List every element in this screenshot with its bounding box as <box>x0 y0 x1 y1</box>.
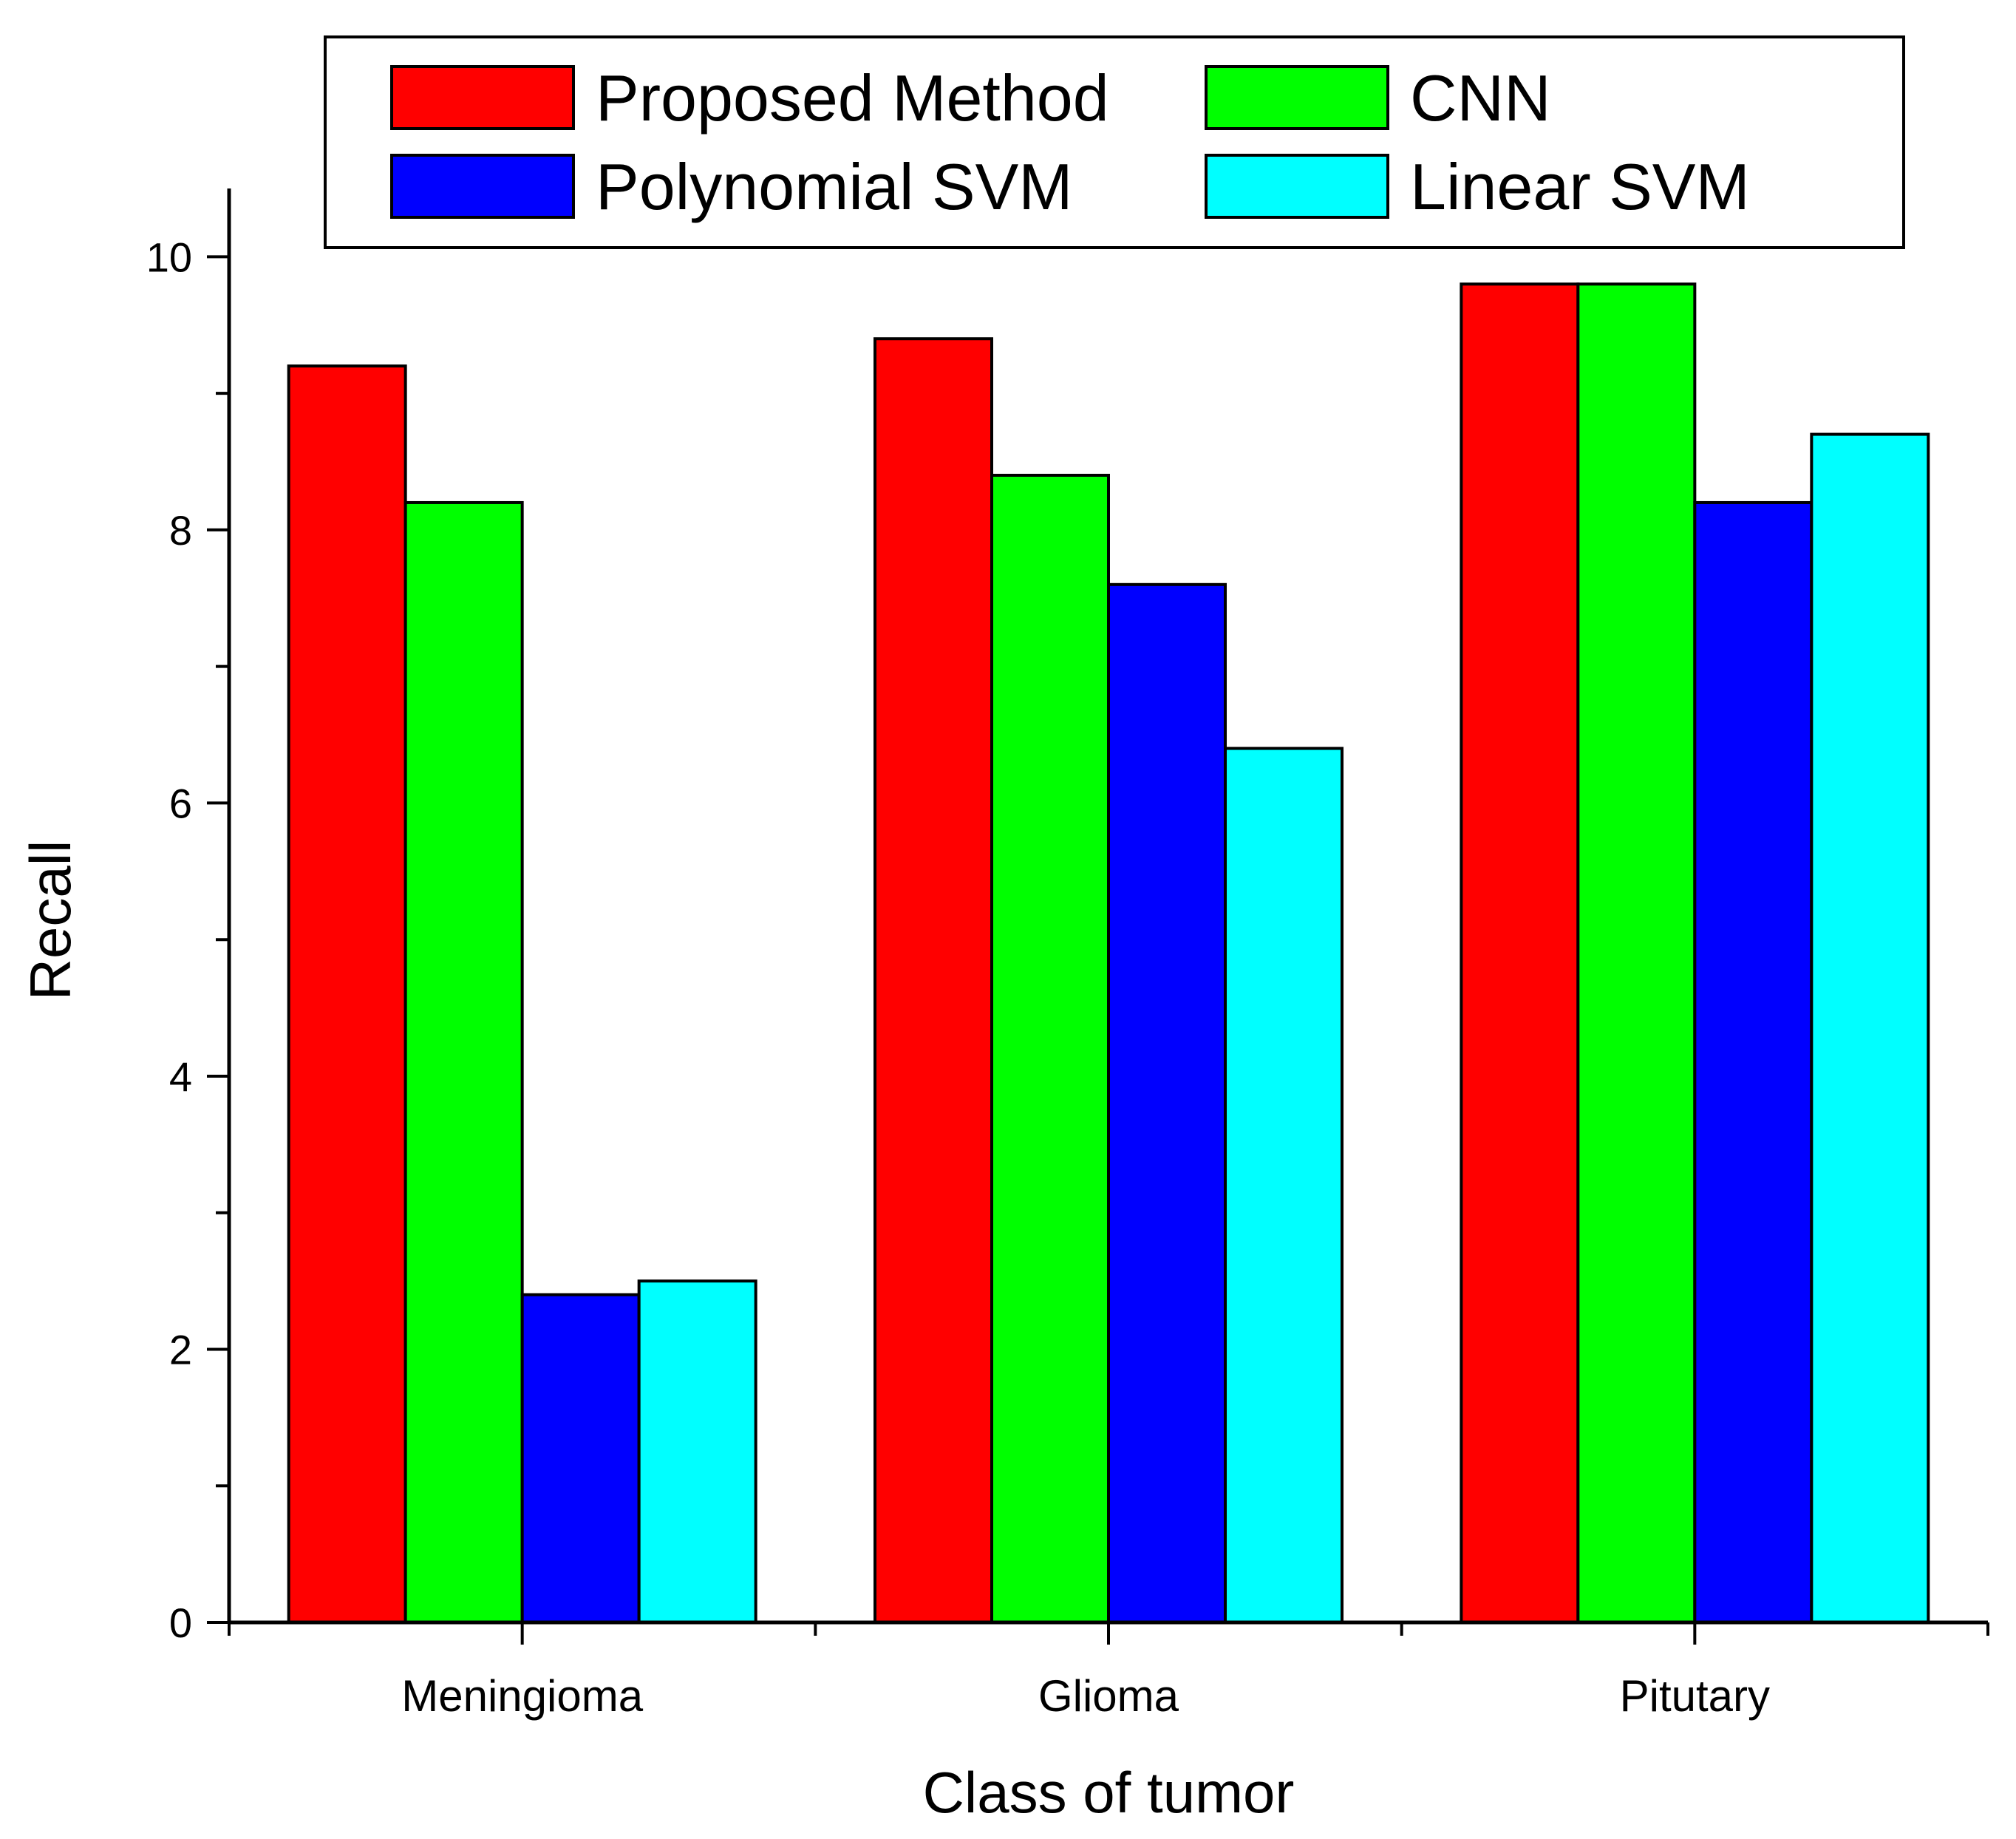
y-tick-label: 2 <box>169 1326 192 1373</box>
legend-frame <box>324 35 1905 249</box>
bar-proposed-method-meningioma <box>287 364 407 1625</box>
bar-linear-svm-meningioma <box>637 1279 757 1624</box>
bar-cnn-pitutary <box>1576 282 1697 1624</box>
y-tick-label: 0 <box>169 1600 192 1646</box>
bars-layer <box>287 282 1930 1625</box>
x-tick-label: Glioma <box>1038 1671 1179 1721</box>
legend-swatch-cnn <box>1205 65 1389 130</box>
x-axis-title: Class of tumor <box>923 1760 1295 1825</box>
bar-proposed-method-pitutary <box>1460 282 1580 1624</box>
y-tick-label: 6 <box>169 780 192 826</box>
y-tick-label: 10 <box>146 234 192 280</box>
y-ticks: 0 2 4 6 8 10 <box>146 234 229 1646</box>
legend-label: CNN <box>1410 61 1551 135</box>
bar-polynomial-svm-meningioma <box>520 1293 641 1624</box>
x-tick-label: Pitutary <box>1620 1671 1770 1721</box>
x-ticks: Meningioma Glioma Pitutary <box>228 1622 1989 1721</box>
legend-swatch-proposed-method <box>390 65 575 130</box>
legend-label: Proposed Method <box>596 61 1109 135</box>
bar-cnn-glioma <box>990 474 1110 1624</box>
bar-proposed-method-glioma <box>874 337 993 1625</box>
legend-swatch-linear-svm <box>1205 154 1389 219</box>
y-tick-label: 8 <box>169 507 192 554</box>
legend: Proposed Method CNN Polynomial SVM Linear S… <box>324 35 1905 249</box>
bar-polynomial-svm-glioma <box>1107 582 1227 1624</box>
bar-linear-svm-pitutary <box>1810 432 1930 1624</box>
legend-label: Linear SVM <box>1410 150 1750 223</box>
bar-linear-svm-glioma <box>1224 747 1344 1624</box>
legend-label: Polynomial SVM <box>596 150 1073 223</box>
y-tick-label: 4 <box>169 1053 192 1100</box>
x-tick-label: Meningioma <box>401 1671 643 1721</box>
bar-cnn-meningioma <box>403 500 524 1624</box>
legend-swatch-polynomial-svm <box>390 154 575 219</box>
bar-polynomial-svm-pitutary <box>1693 500 1814 1624</box>
y-axis-title: Recall <box>18 840 83 1001</box>
